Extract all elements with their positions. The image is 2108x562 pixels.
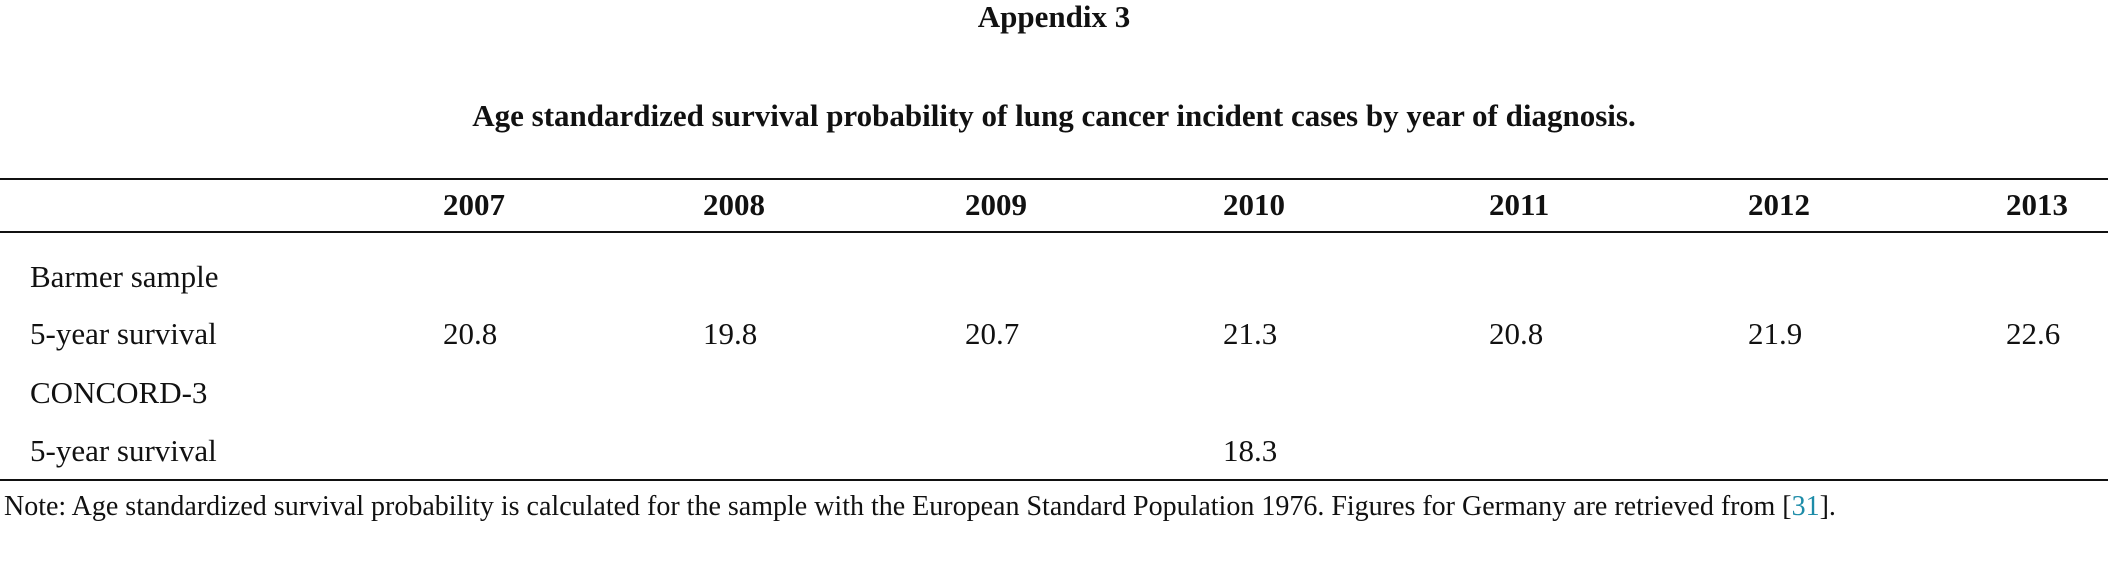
cell: 21.9 xyxy=(1748,316,1802,351)
row-label: Barmer sample xyxy=(30,259,219,294)
title: Appendix 3 xyxy=(978,0,1130,34)
column-header: 2007 xyxy=(443,187,505,222)
column-header: 2013 xyxy=(2006,187,2068,222)
cell: 20.7 xyxy=(965,316,1019,351)
note: Note: Age standardized survival probabil… xyxy=(4,488,2104,525)
reference-link[interactable]: 31 xyxy=(1791,491,1820,522)
column-header: 2010 xyxy=(1223,187,1285,222)
row-label: 5-year survival xyxy=(30,433,217,468)
cell: 19.8 xyxy=(703,316,757,351)
column-header: 2009 xyxy=(965,187,1027,222)
caption: Age standardized survival probability of… xyxy=(472,98,1635,133)
note-text: ]. xyxy=(1819,491,1836,522)
row-label: CONCORD-3 xyxy=(30,375,207,410)
column-header: 2008 xyxy=(703,187,765,222)
row-label: 5-year survival xyxy=(30,316,217,351)
cell: 20.8 xyxy=(443,316,497,351)
cell: 20.8 xyxy=(1489,316,1543,351)
cell: 21.3 xyxy=(1223,316,1277,351)
column-header: 2012 xyxy=(1748,187,1810,222)
cell: 18.3 xyxy=(1223,433,1277,468)
note-text: Note: Age standardized survival probabil… xyxy=(4,491,1792,522)
cell: 22.6 xyxy=(2006,316,2060,351)
column-header: 2011 xyxy=(1489,187,1549,222)
table: Appendix 3 Age standardized survival pro… xyxy=(0,0,2108,481)
